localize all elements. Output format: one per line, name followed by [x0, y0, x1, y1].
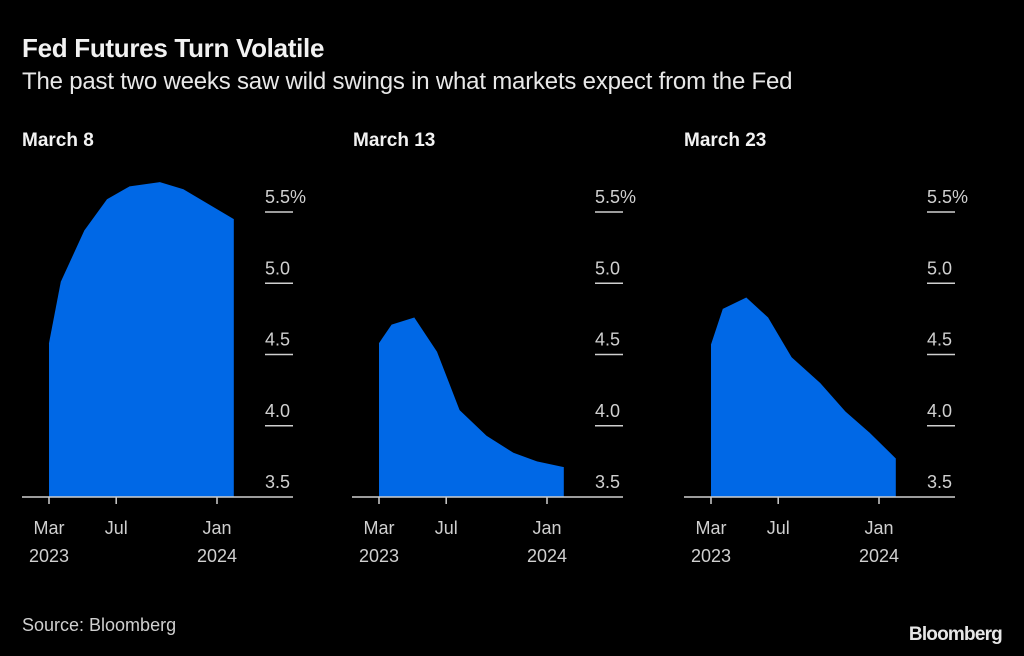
- y-tick-label-2-1: 3.5: [595, 472, 620, 492]
- x-tick-label-1-3: Jan: [202, 518, 231, 538]
- y-tick-label-1-3: 4.5: [265, 330, 290, 350]
- y-tick-label-1-1: 3.5: [265, 472, 290, 492]
- x-tick-label-2-3: Jan: [532, 518, 561, 538]
- y-tick-label-1-2: 4.0: [265, 401, 290, 421]
- y-tick-label-2-2: 4.0: [595, 401, 620, 421]
- area-series-3: [711, 297, 896, 497]
- y-tick-label-2-3: 4.5: [595, 330, 620, 350]
- source-note: Source: Bloomberg: [22, 615, 177, 635]
- x-tick-year-1-1: 2023: [29, 546, 69, 566]
- y-tick-label-3-2: 4.0: [927, 401, 952, 421]
- panel-title-3: March 23: [684, 130, 767, 151]
- x-tick-label-2-2: Jul: [435, 518, 458, 538]
- panel-title-1: March 8: [22, 130, 94, 151]
- y-tick-label-3-3: 4.5: [927, 330, 952, 350]
- y-tick-label-3-4: 5.0: [927, 258, 952, 278]
- x-tick-year-2-1: 2023: [359, 546, 399, 566]
- x-tick-year-3-3: 2024: [859, 546, 899, 566]
- y-tick-label-1-4: 5.0: [265, 258, 290, 278]
- x-tick-label-3-1: Mar: [696, 518, 727, 538]
- area-series-1: [49, 182, 234, 497]
- y-tick-label-1-5: 5.5%: [265, 187, 306, 207]
- x-tick-label-3-3: Jan: [864, 518, 893, 538]
- x-tick-label-1-1: Mar: [34, 518, 65, 538]
- x-tick-year-1-3: 2024: [197, 546, 237, 566]
- area-series-2: [379, 317, 564, 497]
- x-tick-year-3-1: 2023: [691, 546, 731, 566]
- panel-title-2: March 13: [353, 130, 436, 151]
- y-tick-label-2-5: 5.5%: [595, 187, 636, 207]
- chart-subtitle: The past two weeks saw wild swings in wh…: [22, 68, 793, 95]
- x-tick-label-1-2: Jul: [105, 518, 128, 538]
- y-tick-label-3-5: 5.5%: [927, 187, 968, 207]
- x-tick-year-2-3: 2024: [527, 546, 567, 566]
- y-tick-label-2-4: 5.0: [595, 258, 620, 278]
- bloomberg-logo: Bloomberg: [908, 624, 1003, 645]
- chart-title: Fed Futures Turn Volatile: [22, 33, 325, 63]
- x-tick-label-3-2: Jul: [767, 518, 790, 538]
- y-tick-label-3-1: 3.5: [927, 472, 952, 492]
- x-tick-label-2-1: Mar: [364, 518, 395, 538]
